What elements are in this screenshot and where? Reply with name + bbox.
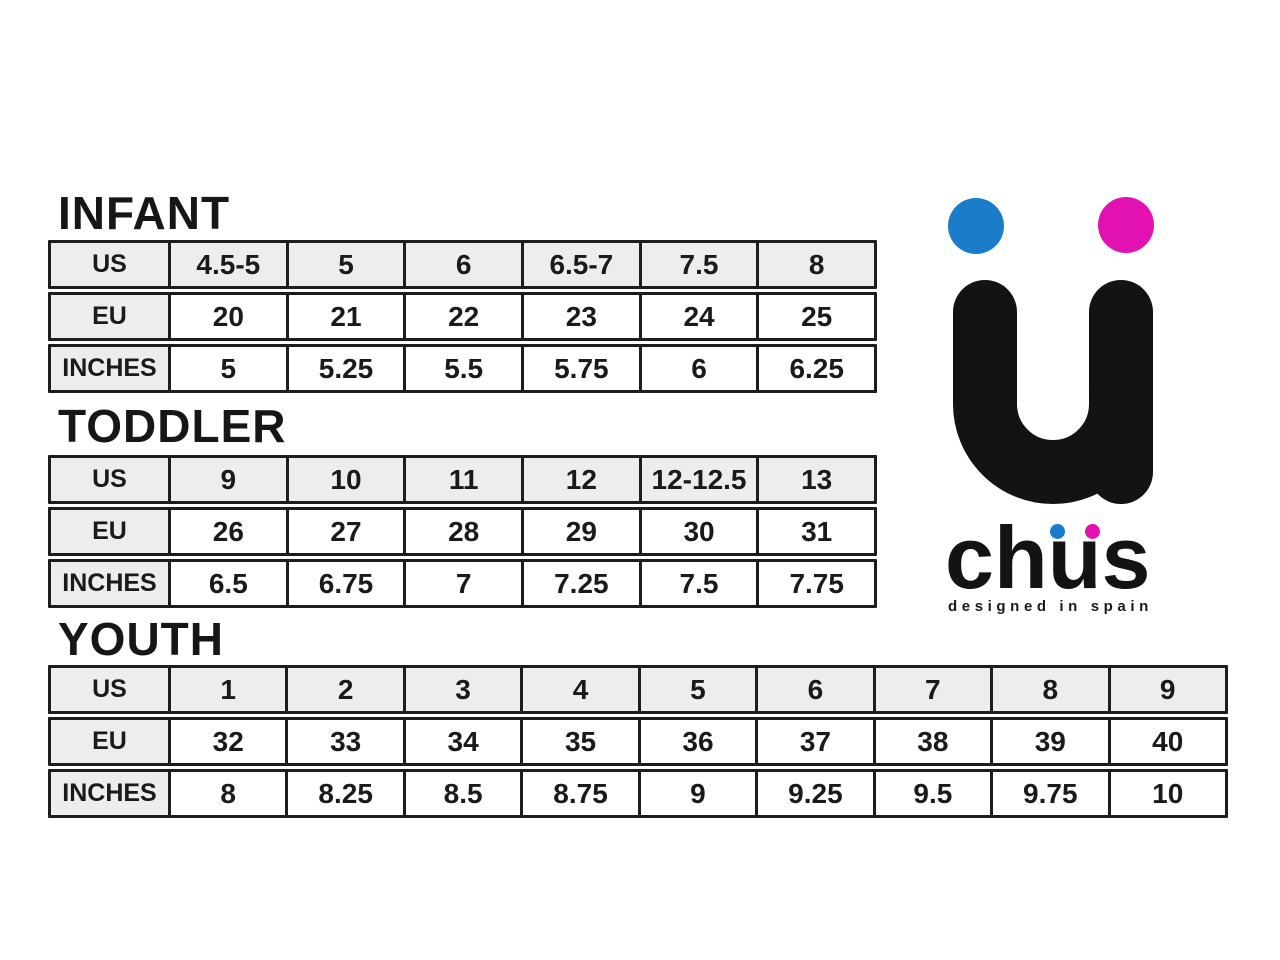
table-cell: 9.5 <box>872 772 990 815</box>
table-cell: 6.75 <box>285 562 404 605</box>
table-cell: 22 <box>403 295 521 338</box>
table-cell: 4 <box>520 668 637 711</box>
table-cell: 25 <box>756 295 874 338</box>
table-row-us: US 4.5-5 5 6 6.5-7 7.5 8 <box>48 240 877 289</box>
size-table-toddler: US 9 10 11 12 12-12.5 13 EU 26 27 28 29 30 31 INCHES 6.… <box>48 455 877 611</box>
table-cell: 9 <box>168 458 286 501</box>
brand-wordmark: ch us <box>945 514 1150 602</box>
table-cell: 21 <box>285 295 404 338</box>
table-cell: 6.5 <box>168 562 286 605</box>
table-cell: 13 <box>756 458 874 501</box>
table-cell: 8.5 <box>402 772 520 815</box>
table-cell: 34 <box>402 720 520 763</box>
table-cell: 10 <box>285 458 404 501</box>
table-cell: 27 <box>285 510 404 553</box>
table-cell: 6 <box>638 347 757 390</box>
table-cell: 8.75 <box>520 772 637 815</box>
table-cell: 5.25 <box>285 347 404 390</box>
table-row-eu: EU 26 27 28 29 30 31 <box>48 507 877 556</box>
table-row-us: US 9 10 11 12 12-12.5 13 <box>48 455 877 504</box>
table-cell: 37 <box>755 720 872 763</box>
table-cell: 8 <box>990 668 1107 711</box>
size-table-infant: US 4.5-5 5 6 6.5-7 7.5 8 EU 20 21 22 23 24 25 INCHES 5 5… <box>48 240 877 396</box>
table-cell: 20 <box>168 295 286 338</box>
brand-prefix: ch <box>945 508 1048 607</box>
table-cell: 38 <box>872 720 990 763</box>
table-cell: 2 <box>285 668 402 711</box>
table-cell: 1 <box>168 668 285 711</box>
table-row-inches: INCHES 6.5 6.75 7 7.25 7.5 7.75 <box>48 559 877 608</box>
section-title-infant: INFANT <box>58 187 231 239</box>
table-cell: 28 <box>403 510 521 553</box>
table-cell: 6.5-7 <box>521 243 639 286</box>
table-cell: 5 <box>285 243 404 286</box>
section-title-toddler: TODDLER <box>58 400 287 452</box>
table-cell: 26 <box>168 510 286 553</box>
table-cell: 30 <box>638 510 757 553</box>
brand-tagline: designed in spain <box>948 598 1153 615</box>
table-row-eu: EU 32 33 34 35 36 37 38 39 40 <box>48 717 1228 766</box>
table-cell: 9.25 <box>755 772 872 815</box>
size-table-youth: US 1 2 3 4 5 6 7 8 9 EU 32 33 34 35 36 37 38 39 40 INCHES 8 8.… <box>48 665 1228 821</box>
row-header-cell: INCHES <box>51 562 168 605</box>
table-cell: 39 <box>990 720 1107 763</box>
table-cell: 33 <box>285 720 402 763</box>
row-header-cell: US <box>51 458 168 501</box>
table-cell: 12-12.5 <box>638 458 757 501</box>
table-cell: 7.5 <box>638 562 757 605</box>
row-header-cell: US <box>51 243 168 286</box>
section-title-youth: YOUTH <box>58 613 224 665</box>
umlaut-dot-blue-icon <box>948 198 1004 254</box>
table-cell: 9.75 <box>990 772 1107 815</box>
table-cell: 5.75 <box>521 347 639 390</box>
row-header-cell: EU <box>51 295 168 338</box>
table-cell: 11 <box>403 458 521 501</box>
logo-letter-u-icon <box>953 280 1153 504</box>
table-cell: 9 <box>1107 668 1225 711</box>
table-row-us: US 1 2 3 4 5 6 7 8 9 <box>48 665 1228 714</box>
table-cell: 7.5 <box>638 243 757 286</box>
table-cell: 7 <box>872 668 990 711</box>
table-cell: 9 <box>637 772 755 815</box>
table-cell: 8 <box>756 243 874 286</box>
table-row-inches: INCHES 8 8.25 8.5 8.75 9 9.25 9.5 9.75 10 <box>48 769 1228 818</box>
table-cell: 12 <box>521 458 639 501</box>
brand-umlaut-blue-icon <box>1049 524 1065 539</box>
umlaut-dot-magenta-icon <box>1098 197 1154 253</box>
table-cell: 8.25 <box>285 772 402 815</box>
table-cell: 7.75 <box>756 562 874 605</box>
table-cell: 5 <box>168 347 286 390</box>
table-cell: 6 <box>403 243 521 286</box>
table-cell: 40 <box>1107 720 1225 763</box>
table-cell: 35 <box>520 720 637 763</box>
brand-umlaut-magenta-icon <box>1085 524 1101 539</box>
row-header-cell: EU <box>51 720 168 763</box>
table-cell: 5 <box>637 668 755 711</box>
table-cell: 8 <box>168 772 285 815</box>
table-cell: 36 <box>637 720 755 763</box>
table-cell: 23 <box>521 295 639 338</box>
table-cell: 3 <box>402 668 520 711</box>
table-cell: 5.5 <box>403 347 521 390</box>
table-row-eu: EU 20 21 22 23 24 25 <box>48 292 877 341</box>
table-cell: 29 <box>521 510 639 553</box>
table-cell: 24 <box>638 295 757 338</box>
table-cell: 6 <box>755 668 872 711</box>
table-cell: 7.25 <box>521 562 639 605</box>
brand-suffix: s <box>1101 508 1151 607</box>
table-cell: 4.5-5 <box>168 243 286 286</box>
row-header-cell: US <box>51 668 168 711</box>
table-cell: 32 <box>168 720 285 763</box>
table-cell: 10 <box>1107 772 1225 815</box>
row-header-cell: INCHES <box>51 772 168 815</box>
table-cell: 6.25 <box>756 347 874 390</box>
brand-letter-u: u <box>1047 508 1102 607</box>
row-header-cell: INCHES <box>51 347 168 390</box>
table-row-inches: INCHES 5 5.25 5.5 5.75 6 6.25 <box>48 344 877 393</box>
row-header-cell: EU <box>51 510 168 553</box>
table-cell: 7 <box>403 562 521 605</box>
table-cell: 31 <box>756 510 874 553</box>
